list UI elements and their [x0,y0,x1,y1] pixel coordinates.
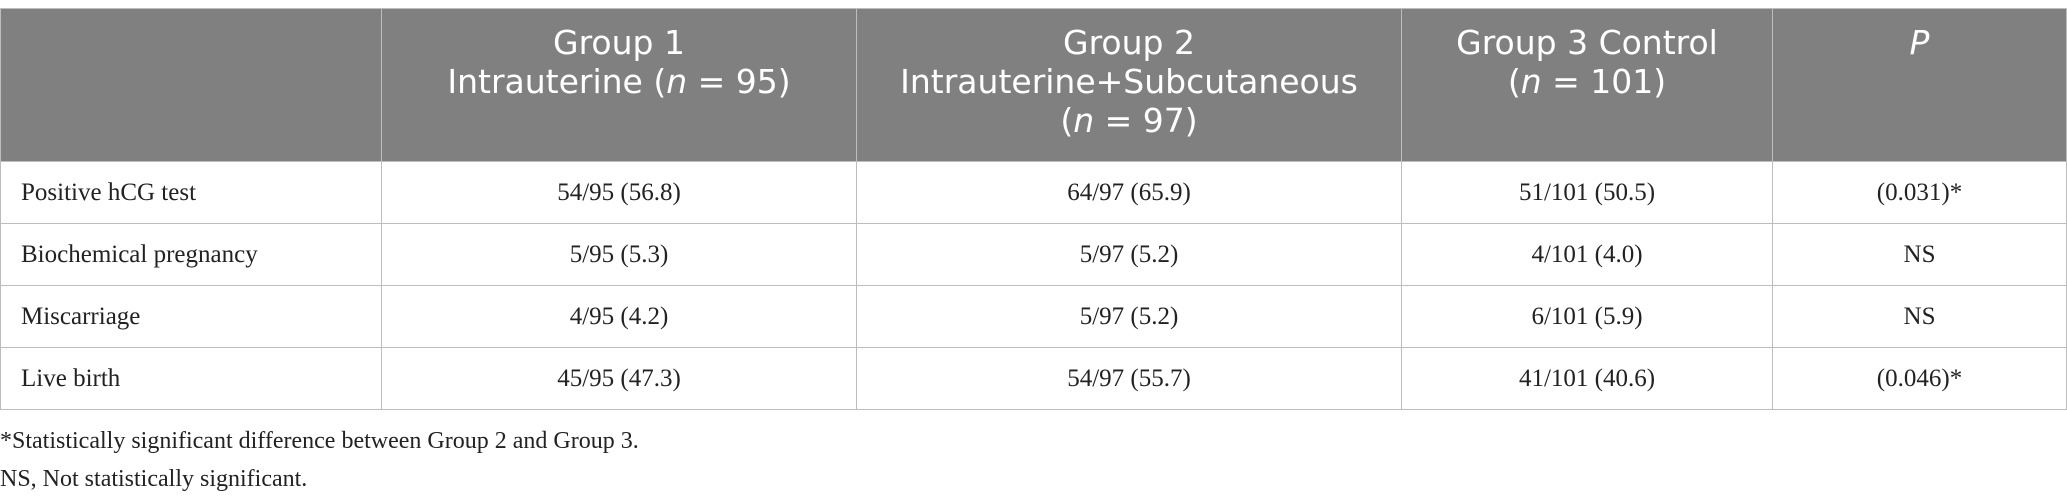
cell-p-value: (0.031)* [1772,161,2067,224]
row-label: Positive hCG test [0,161,382,224]
footnote-ns: NS, Not statistically significant. [0,466,308,492]
cell-group-2: 64/97 (65.9) [856,161,1402,224]
header-group-2: Group 2 Intrauterine+Subcutaneous (n = 9… [856,8,1402,162]
cell-p-value: NS [1772,285,2067,348]
cell-group-1: 54/95 (56.8) [381,161,857,224]
cell-p-value: (0.046)* [1772,347,2067,410]
header-group-2-subtitle: Intrauterine+Subcutaneous [900,62,1358,101]
header-row: Group 1 Intrauterine (n = 95) Group 2 In… [0,8,2067,162]
header-group-3-title: Group 3 Control [1456,23,1718,62]
header-group-2-count: (n = 97) [1060,101,1198,140]
cell-group-1: 5/95 (5.3) [381,223,857,286]
results-table: Group 1 Intrauterine (n = 95) Group 2 In… [0,8,2067,410]
cell-group-3: 6/101 (5.9) [1401,285,1773,348]
header-group-1: Group 1 Intrauterine (n = 95) [381,8,857,162]
header-p-value: P [1772,8,2067,162]
cell-p-value: NS [1772,223,2067,286]
cell-group-1: 45/95 (47.3) [381,347,857,410]
cell-group-3: 41/101 (40.6) [1401,347,1773,410]
results-table-container: Group 1 Intrauterine (n = 95) Group 2 In… [0,8,2067,410]
header-group-1-title: Group 1 [553,23,685,62]
table-header: Group 1 Intrauterine (n = 95) Group 2 In… [0,8,2067,162]
table-footnotes: *Statistically significant difference be… [0,422,639,498]
cell-group-1: 4/95 (4.2) [381,285,857,348]
cell-group-2: 5/97 (5.2) [856,223,1402,286]
header-group-2-title: Group 2 [1063,23,1195,62]
cell-group-2: 54/97 (55.7) [856,347,1402,410]
table-row: Positive hCG test 54/95 (56.8) 64/97 (65… [0,161,2067,224]
header-empty-cell [0,8,382,162]
header-group-3: Group 3 Control (n = 101) [1401,8,1773,162]
cell-group-3: 51/101 (50.5) [1401,161,1773,224]
table-row: Live birth 45/95 (47.3) 54/97 (55.7) 41/… [0,347,2067,410]
footnote-significance: *Statistically significant difference be… [0,428,639,454]
table-body: Positive hCG test 54/95 (56.8) 64/97 (65… [0,161,2067,410]
cell-group-3: 4/101 (4.0) [1401,223,1773,286]
table-row: Miscarriage 4/95 (4.2) 5/97 (5.2) 6/101 … [0,285,2067,348]
header-p-label: P [1909,23,1930,62]
row-label: Miscarriage [0,285,382,348]
header-group-1-subtitle: Intrauterine (n = 95) [447,62,791,101]
header-group-3-count: (n = 101) [1507,62,1667,101]
cell-group-2: 5/97 (5.2) [856,285,1402,348]
row-label: Biochemical pregnancy [0,223,382,286]
row-label: Live birth [0,347,382,410]
table-row: Biochemical pregnancy 5/95 (5.3) 5/97 (5… [0,223,2067,286]
